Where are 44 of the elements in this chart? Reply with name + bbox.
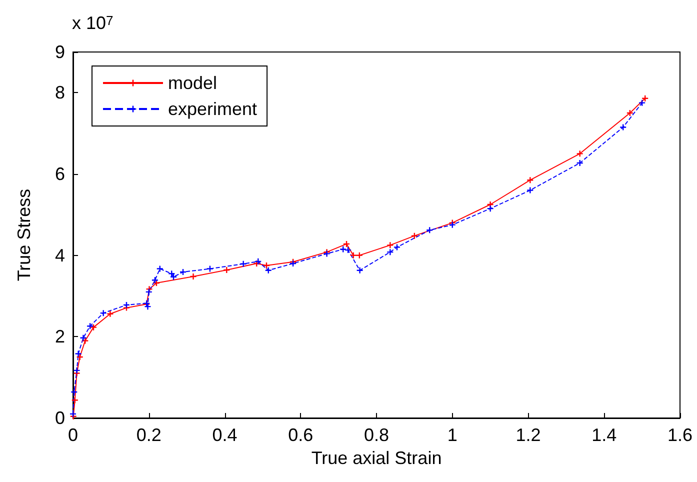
y-axis-title: True Stress xyxy=(14,188,34,282)
point xyxy=(107,310,114,317)
y-tick-label: 6 xyxy=(54,164,65,184)
point xyxy=(487,206,494,212)
point xyxy=(80,334,86,341)
point xyxy=(156,266,163,272)
x-tick-label: 0 xyxy=(68,425,78,445)
point xyxy=(76,354,83,360)
legend-label: model xyxy=(168,73,218,93)
point xyxy=(620,124,626,130)
x-tick-label: 0.6 xyxy=(288,425,314,445)
y-tick-label: 4 xyxy=(54,245,65,266)
point xyxy=(576,150,583,157)
y-tick-label: 2 xyxy=(54,326,65,347)
x-tick-label: 1.6 xyxy=(667,425,693,445)
point xyxy=(387,242,394,248)
point xyxy=(74,367,80,374)
point xyxy=(387,249,394,256)
point xyxy=(340,246,346,252)
y-tick-label: 8 xyxy=(54,82,65,103)
y-tick-label: 9 xyxy=(54,42,65,62)
point xyxy=(240,260,246,267)
x-axis-title: True axial Strain xyxy=(311,448,442,468)
point xyxy=(411,232,418,239)
point xyxy=(394,244,400,250)
x-tick-label: 0.8 xyxy=(364,425,390,445)
y-tick-label: 0 xyxy=(54,408,65,428)
point xyxy=(75,350,82,357)
legend-label: experiment xyxy=(168,99,258,119)
point xyxy=(527,187,534,194)
x-tick-label: 1.2 xyxy=(516,425,541,445)
point xyxy=(90,324,96,330)
point xyxy=(144,304,151,310)
point xyxy=(639,100,646,106)
x-tick-label: 0.4 xyxy=(212,425,238,445)
point xyxy=(356,267,363,274)
point xyxy=(206,266,213,272)
point xyxy=(190,273,196,280)
x-tick-label: 0.2 xyxy=(136,425,162,445)
x-tick-label: 1 xyxy=(447,425,458,445)
point xyxy=(576,160,583,166)
point xyxy=(356,252,362,258)
point xyxy=(350,252,356,258)
x-tick-label: 1.4 xyxy=(592,425,617,445)
